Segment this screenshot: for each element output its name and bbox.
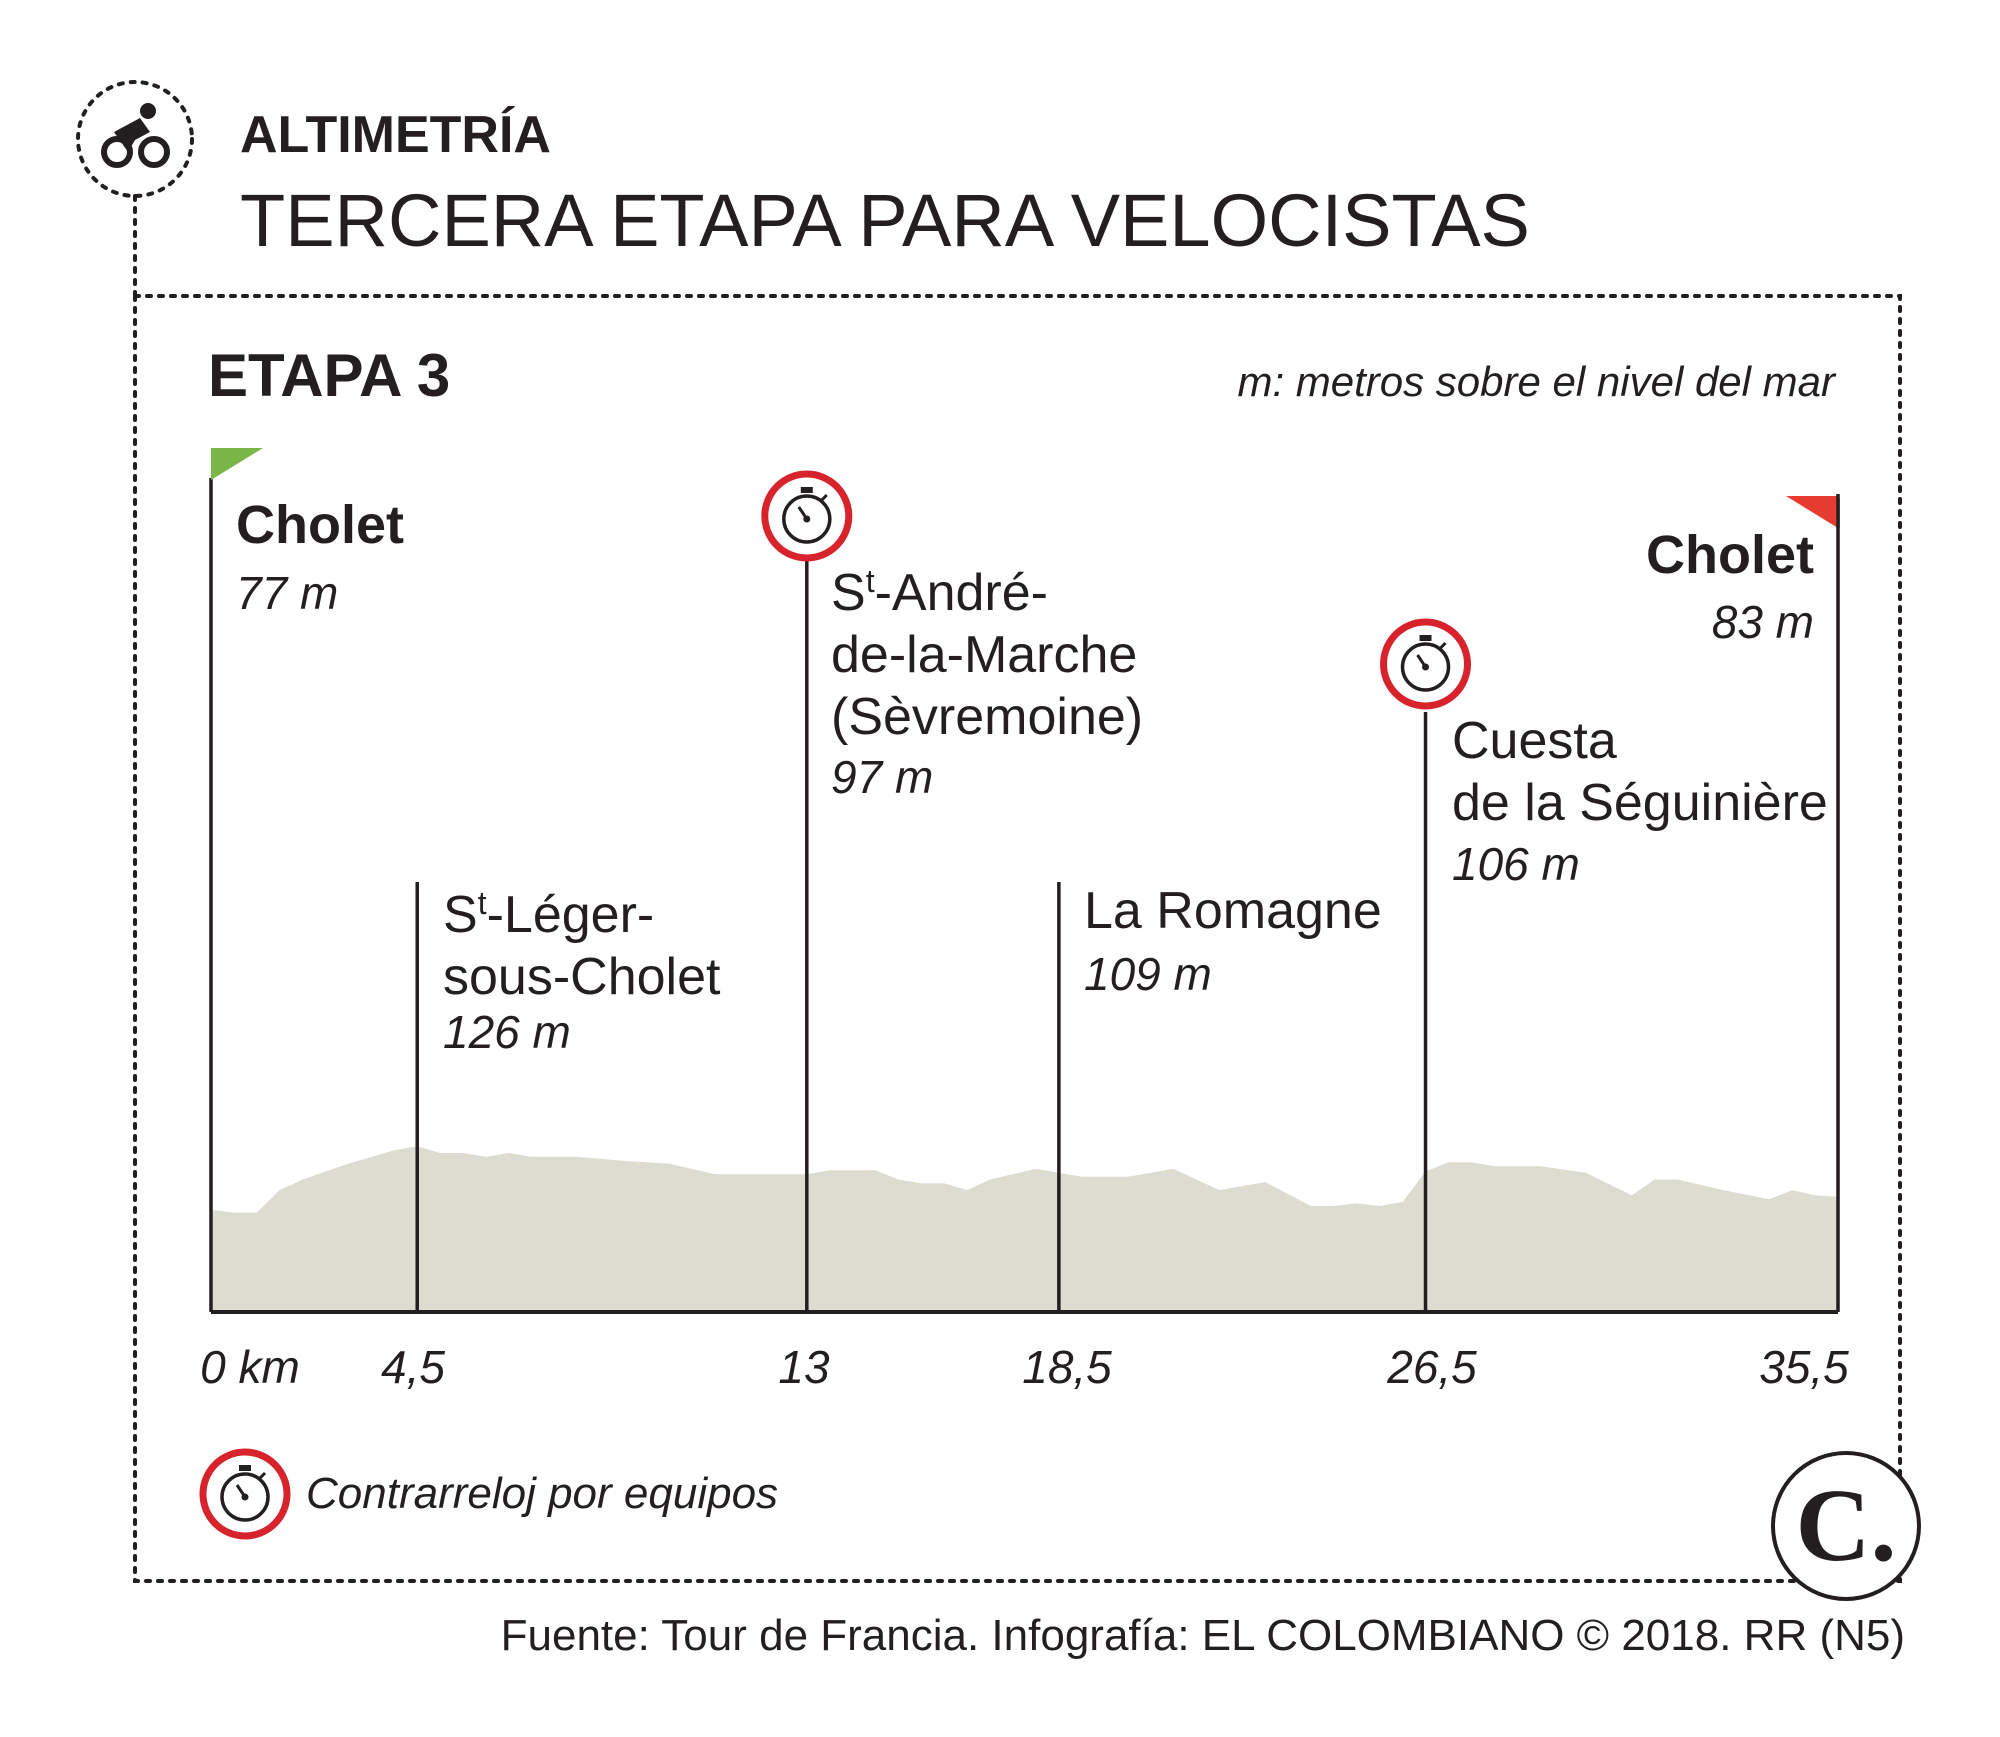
stopwatch-icon <box>199 1448 291 1540</box>
waypoint-altitude: 77 m <box>236 567 338 619</box>
waypoint-name-line: St-Léger- <box>443 885 654 944</box>
waypoint-name-line: La Romagne <box>1084 882 1382 940</box>
el-colombiano-logo: C. <box>1771 1451 1921 1601</box>
waypoint-name-line: Cholet <box>1646 525 1814 585</box>
stopwatch-dial <box>1400 642 1451 692</box>
stopwatch-crown <box>239 1465 251 1471</box>
waypoint-name-line: sous-Cholet <box>443 948 721 1006</box>
superscript-t: t <box>866 563 875 599</box>
waypoint-name-line: (Sèvremoine) <box>831 688 1143 746</box>
waypoint-name-line: Cholet <box>236 495 404 555</box>
waypoint-name: Cuesta de la Séguinière <box>1452 712 1828 832</box>
stopwatch-center <box>241 1493 249 1501</box>
waypoint-5: Cuesta de la Séguinière 106 m <box>1380 618 1828 1312</box>
stopwatch-dial <box>220 1472 270 1522</box>
waypoint-name-line: St-André- <box>831 563 1048 622</box>
superscript-t: t <box>478 885 487 921</box>
waypoint-altitude: 109 m <box>1084 948 1212 1000</box>
stopwatch-button <box>1439 641 1447 650</box>
x-tick-label: 13 <box>778 1341 830 1393</box>
stage-label: ETAPA 3 <box>208 342 450 409</box>
waypoint-3: St-André-de-la-Marche (Sèvremoine)97 m <box>761 470 1143 1312</box>
legend: Contrarreloj por equipos <box>199 1448 778 1540</box>
waypoint-6: Cholet 83 m <box>1646 494 1840 1312</box>
stopwatch-icon <box>1380 618 1472 710</box>
waypoint-name: St-Léger-sous-Cholet <box>443 885 721 1006</box>
waypoint-name: Cholet <box>1646 525 1814 585</box>
waypoint-name-line: de-la-Marche <box>831 626 1137 684</box>
stopwatch-button <box>258 1471 267 1480</box>
stopwatch-button <box>820 493 828 502</box>
stopwatch-center <box>1422 663 1430 671</box>
stopwatch-dial <box>782 494 832 544</box>
stopwatch-crown <box>800 487 813 493</box>
start-flag-icon <box>211 448 263 480</box>
stopwatch-crown <box>1419 635 1432 641</box>
stopwatch-icon <box>761 470 853 562</box>
waypoint-name-line: de la Séguinière <box>1452 774 1828 832</box>
source-footer: Fuente: Tour de Francia. Infografía: EL … <box>501 1611 1905 1660</box>
legend-stopwatch-icon <box>199 1448 291 1540</box>
waypoint-name: Cholet <box>236 495 404 555</box>
header-title: TERCERA ETAPA PARA VELOCISTAS <box>240 179 1530 262</box>
x-tick-label: 0 km <box>200 1341 300 1393</box>
elevation-profile-area <box>211 1146 1838 1312</box>
waypoint-altitude: 83 m <box>1712 596 1814 648</box>
waypoint-altitude: 97 m <box>831 751 933 803</box>
waypoint-name: St-André-de-la-Marche (Sèvremoine) <box>831 563 1143 746</box>
waypoint-4: La Romagne 109 m <box>1057 882 1382 1312</box>
waypoint-name: La Romagne <box>1084 882 1382 940</box>
waypoint-altitude: 106 m <box>1452 838 1580 890</box>
x-tick-label: 26,5 <box>1386 1341 1477 1393</box>
unit-note: m: metros sobre el nivel del mar <box>1237 358 1837 405</box>
waypoint-1: Cholet 77 m <box>209 448 404 1312</box>
x-tick-label: 4,5 <box>381 1341 445 1393</box>
header-kicker: ALTIMETRÍA <box>240 106 551 164</box>
legend-label: Contrarreloj por equipos <box>306 1469 778 1518</box>
waypoint-name-rest: -André- <box>875 564 1048 622</box>
waypoint-name-line: Cuesta <box>1452 712 1617 770</box>
cyclist-icon <box>76 80 194 198</box>
waypoint-name-rest: -Léger- <box>487 886 655 944</box>
finish-flag-icon <box>1786 496 1838 528</box>
x-tick-label: 18,5 <box>1022 1341 1112 1393</box>
stopwatch-center <box>803 515 811 523</box>
x-tick-label: 35,5 <box>1759 1341 1849 1393</box>
waypoint-altitude: 126 m <box>443 1006 571 1058</box>
logo-letter: C. <box>1795 1468 1896 1583</box>
